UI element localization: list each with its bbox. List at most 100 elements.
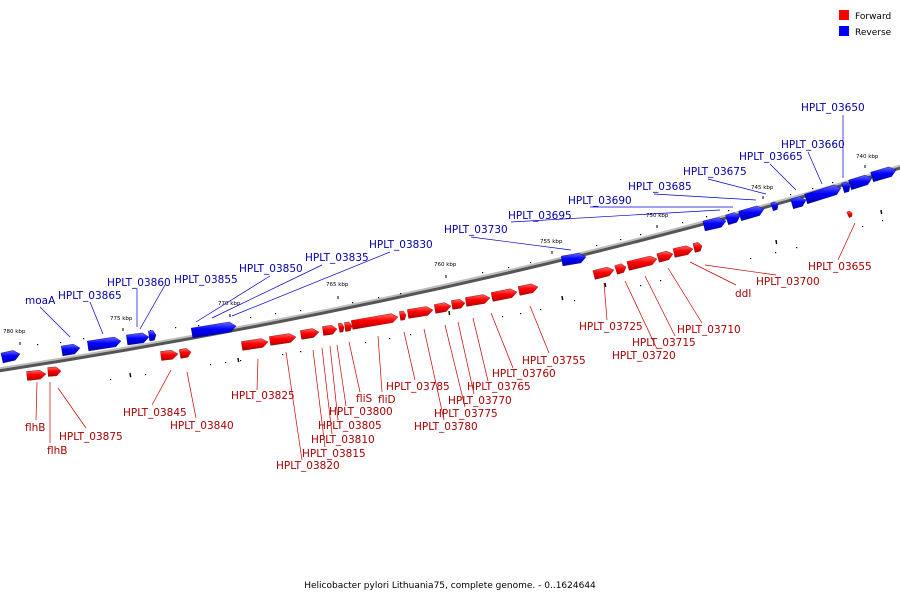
- reverse-gene-arrow[interactable]: [702, 217, 727, 232]
- gene-label[interactable]: HPLT_03800: [329, 406, 393, 418]
- leader-line: [256, 358, 259, 391]
- caption: Helicobacter pylori Lithuania75, complet…: [304, 581, 596, 591]
- gene-label[interactable]: HPLT_03820: [276, 460, 340, 472]
- gene-label[interactable]: flhB: [47, 445, 67, 457]
- gene-label[interactable]: HPLT_03840: [170, 420, 234, 432]
- gene-label[interactable]: HPLT_03875: [59, 431, 123, 443]
- leader-line: [704, 264, 777, 276]
- gene-label[interactable]: HPLT_03825: [231, 390, 295, 402]
- gene-label[interactable]: HPLT_03725: [579, 321, 643, 333]
- gene-label[interactable]: HPLT_03805: [318, 420, 382, 432]
- gene-label[interactable]: fliS: [356, 393, 373, 405]
- forward-gene-arrow[interactable]: [269, 333, 297, 346]
- gene-label[interactable]: HPLT_03770: [448, 395, 512, 407]
- gene-label[interactable]: HPLT_03835: [305, 252, 369, 264]
- gene-label[interactable]: HPLT_03760: [492, 368, 556, 380]
- forward-gene-arrow[interactable]: [160, 349, 179, 361]
- gene-label[interactable]: HPLT_03775: [434, 408, 498, 420]
- backbone-dot: [796, 247, 798, 249]
- forward-gene-arrow[interactable]: [846, 210, 853, 218]
- gene-label[interactable]: HPLT_03810: [311, 434, 375, 446]
- gene-label[interactable]: HPLT_03700: [756, 276, 820, 288]
- gene-label[interactable]: HPLT_03815: [302, 448, 366, 460]
- gene-label[interactable]: HPLT_03855: [174, 274, 238, 286]
- gene-label[interactable]: HPLT_03765: [467, 381, 531, 393]
- legend-forward-label: Forward: [855, 12, 891, 22]
- forward-gene-arrow[interactable]: [337, 322, 345, 333]
- reverse-gene-arrow[interactable]: [770, 201, 779, 212]
- reverse-gene-arrow[interactable]: [848, 174, 873, 191]
- gene-label[interactable]: HPLT_03850: [239, 263, 303, 275]
- tick-labels: 780 kbp 775 kbp 770 kbp 765 kbp 760 kbp …: [3, 154, 879, 335]
- forward-gene-arrow[interactable]: [433, 302, 452, 314]
- gene-label[interactable]: HPLT_03675: [683, 166, 747, 178]
- leader-line: [285, 351, 303, 461]
- reverse-gene-arrow[interactable]: [190, 321, 237, 339]
- gene-label[interactable]: HPLT_03780: [414, 421, 478, 433]
- forward-gene-arrow[interactable]: [344, 321, 353, 332]
- forward-gene-arrow[interactable]: [241, 338, 269, 351]
- reverse-gene-arrow[interactable]: [738, 205, 765, 222]
- reverse-gene-arrow[interactable]: [0, 350, 21, 364]
- backbone-dot: [198, 325, 200, 327]
- gene-label[interactable]: HPLT_03650: [801, 102, 865, 114]
- gene-label[interactable]: HPLT_03785: [386, 381, 450, 393]
- gene-label[interactable]: ddl: [735, 288, 751, 300]
- leader-line: [490, 312, 514, 369]
- forward-gene-arrow[interactable]: [692, 242, 703, 253]
- leader-line: [403, 331, 416, 381]
- feature-mark: [448, 310, 451, 316]
- forward-gene-arrow[interactable]: [672, 245, 694, 258]
- reverse-gene-arrow[interactable]: [804, 184, 842, 205]
- gene-label[interactable]: HPLT_03860: [107, 277, 171, 289]
- reverse-gene-arrow[interactable]: [790, 196, 807, 210]
- reverse-gene-arrow[interactable]: [870, 166, 897, 183]
- forward-gene-arrow[interactable]: [656, 250, 674, 263]
- forward-gene-arrow[interactable]: [350, 313, 399, 330]
- leader-line: [89, 301, 104, 335]
- gene-label[interactable]: HPLT_03830: [369, 239, 433, 251]
- forward-gene-arrow[interactable]: [614, 263, 627, 275]
- forward-gene-arrow[interactable]: [399, 310, 407, 321]
- reverse-gene-arrow[interactable]: [725, 212, 741, 226]
- gene-label[interactable]: HPLT_03865: [58, 290, 122, 302]
- forward-gene-arrow[interactable]: [407, 306, 434, 319]
- forward-gene-arrow[interactable]: [178, 348, 192, 359]
- gene-label[interactable]: HPLT_03845: [123, 407, 187, 419]
- gene-label[interactable]: HPLT_03730: [444, 224, 508, 236]
- gene-label[interactable]: HPLT_03685: [628, 181, 692, 193]
- reverse-gene-arrow[interactable]: [841, 181, 851, 194]
- gene-label[interactable]: HPLT_03715: [632, 337, 696, 349]
- forward-gene-arrow[interactable]: [47, 366, 62, 377]
- tick-label: 745 kbp: [751, 185, 774, 191]
- gene-label[interactable]: HPLT_03710: [677, 324, 741, 336]
- gene-label[interactable]: HPLT_03665: [739, 151, 803, 163]
- reverse-gene-arrow[interactable]: [126, 332, 150, 346]
- reverse-gene-arrow[interactable]: [60, 343, 81, 357]
- forward-gene-arrow[interactable]: [26, 369, 47, 381]
- forward-gene-arrow[interactable]: [465, 294, 491, 307]
- reverse-gene-arrow[interactable]: [148, 330, 157, 342]
- leader-line: [211, 264, 323, 319]
- forward-gene-arrow[interactable]: [451, 299, 466, 310]
- backbone-dot: [240, 360, 242, 362]
- forward-gene-arrow[interactable]: [626, 255, 658, 271]
- forward-gene-arrow[interactable]: [300, 328, 320, 340]
- reverse-gene-arrow[interactable]: [560, 252, 587, 267]
- gene-label[interactable]: HPLT_03755: [522, 355, 586, 367]
- leader-line: [603, 282, 608, 321]
- gene-label[interactable]: HPLT_03720: [612, 350, 676, 362]
- forward-gene-arrow[interactable]: [517, 283, 539, 296]
- gene-label[interactable]: moaA: [25, 295, 56, 307]
- gene-label[interactable]: flhB: [25, 422, 45, 434]
- gene-label[interactable]: HPLT_03660: [781, 139, 845, 151]
- gene-label[interactable]: HPLT_03695: [508, 210, 572, 222]
- gene-label[interactable]: fliD: [378, 394, 396, 406]
- forward-gene-arrow[interactable]: [490, 288, 518, 302]
- reverse-gene-arrow[interactable]: [87, 336, 122, 352]
- backbone-dot: [282, 354, 284, 356]
- gene-label[interactable]: HPLT_03655: [808, 261, 872, 273]
- forward-gene-arrow[interactable]: [592, 266, 615, 280]
- forward-gene-arrow[interactable]: [322, 324, 338, 336]
- gene-label[interactable]: HPLT_03690: [568, 195, 632, 207]
